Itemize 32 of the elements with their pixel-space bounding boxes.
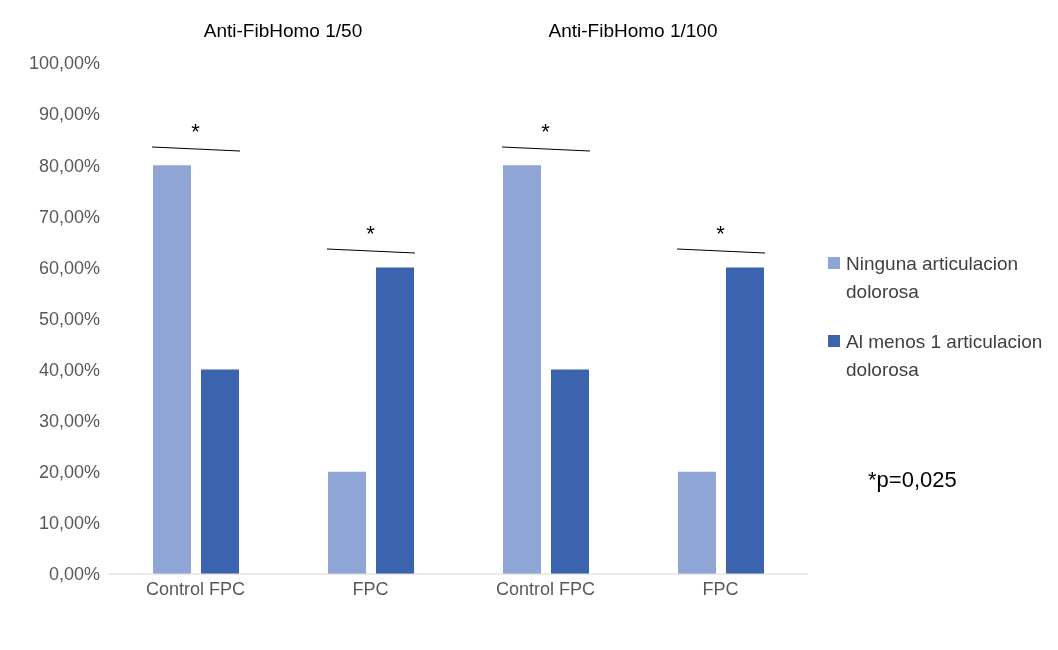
bar bbox=[201, 369, 239, 574]
bar bbox=[153, 165, 191, 574]
x-tick-label: FPC bbox=[352, 578, 389, 599]
text: Anti-FibHomo 1/50 bbox=[202, 20, 364, 42]
y-tick-label: 10,00% bbox=[38, 513, 100, 534]
bar bbox=[328, 471, 366, 574]
bar bbox=[726, 267, 764, 574]
x-tick-label: Control FPC bbox=[145, 578, 246, 599]
annotation: * bbox=[365, 221, 376, 248]
annotation: * bbox=[190, 119, 201, 146]
y-tick-label: 20,00% bbox=[38, 462, 100, 483]
y-tick-label: 100,00% bbox=[28, 53, 100, 74]
annotation: * bbox=[715, 221, 726, 248]
y-tick-label: 80,00% bbox=[38, 155, 100, 176]
y-tick-label: 40,00% bbox=[38, 359, 100, 380]
legend-label: Al menos 1 articulacion dolorosa bbox=[846, 330, 1043, 382]
text: *p=0,025 bbox=[868, 466, 957, 493]
x-tick-label: Control FPC bbox=[495, 578, 596, 599]
y-tick-label: 30,00% bbox=[38, 411, 100, 432]
y-tick-label: 0,00% bbox=[48, 564, 100, 585]
y-tick-label: 70,00% bbox=[38, 206, 100, 227]
annotation: * bbox=[540, 119, 551, 146]
bar bbox=[678, 471, 716, 574]
bar bbox=[551, 369, 589, 574]
bar bbox=[503, 165, 541, 574]
y-tick-label: 90,00% bbox=[38, 104, 100, 125]
text: Anti-FibHomo 1/100 bbox=[547, 20, 719, 42]
legend-label: Ninguna articulacion dolorosa bbox=[846, 252, 1020, 304]
y-tick-label: 50,00% bbox=[38, 308, 100, 329]
x-tick-label: FPC bbox=[702, 578, 739, 599]
bar bbox=[376, 267, 414, 574]
y-tick-label: 60,00% bbox=[38, 257, 100, 278]
